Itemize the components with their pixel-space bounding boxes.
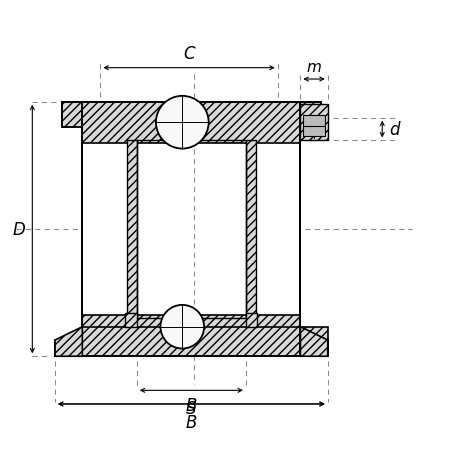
Polygon shape xyxy=(55,327,82,357)
Polygon shape xyxy=(300,102,320,128)
Polygon shape xyxy=(300,105,327,141)
Polygon shape xyxy=(82,316,300,357)
Polygon shape xyxy=(55,327,327,357)
Circle shape xyxy=(156,97,208,149)
Text: C: C xyxy=(183,45,195,63)
Polygon shape xyxy=(82,102,300,357)
Polygon shape xyxy=(302,116,325,136)
Polygon shape xyxy=(125,313,136,327)
Text: S: S xyxy=(186,398,196,417)
Circle shape xyxy=(160,305,204,349)
Polygon shape xyxy=(246,313,257,327)
Text: D: D xyxy=(13,220,25,239)
Polygon shape xyxy=(300,327,327,357)
Polygon shape xyxy=(82,102,300,143)
Text: B: B xyxy=(185,396,196,414)
Polygon shape xyxy=(127,141,136,318)
Polygon shape xyxy=(62,102,82,128)
Text: B: B xyxy=(185,413,196,431)
Text: d: d xyxy=(388,121,399,139)
Text: m: m xyxy=(306,60,321,74)
Polygon shape xyxy=(246,141,255,318)
